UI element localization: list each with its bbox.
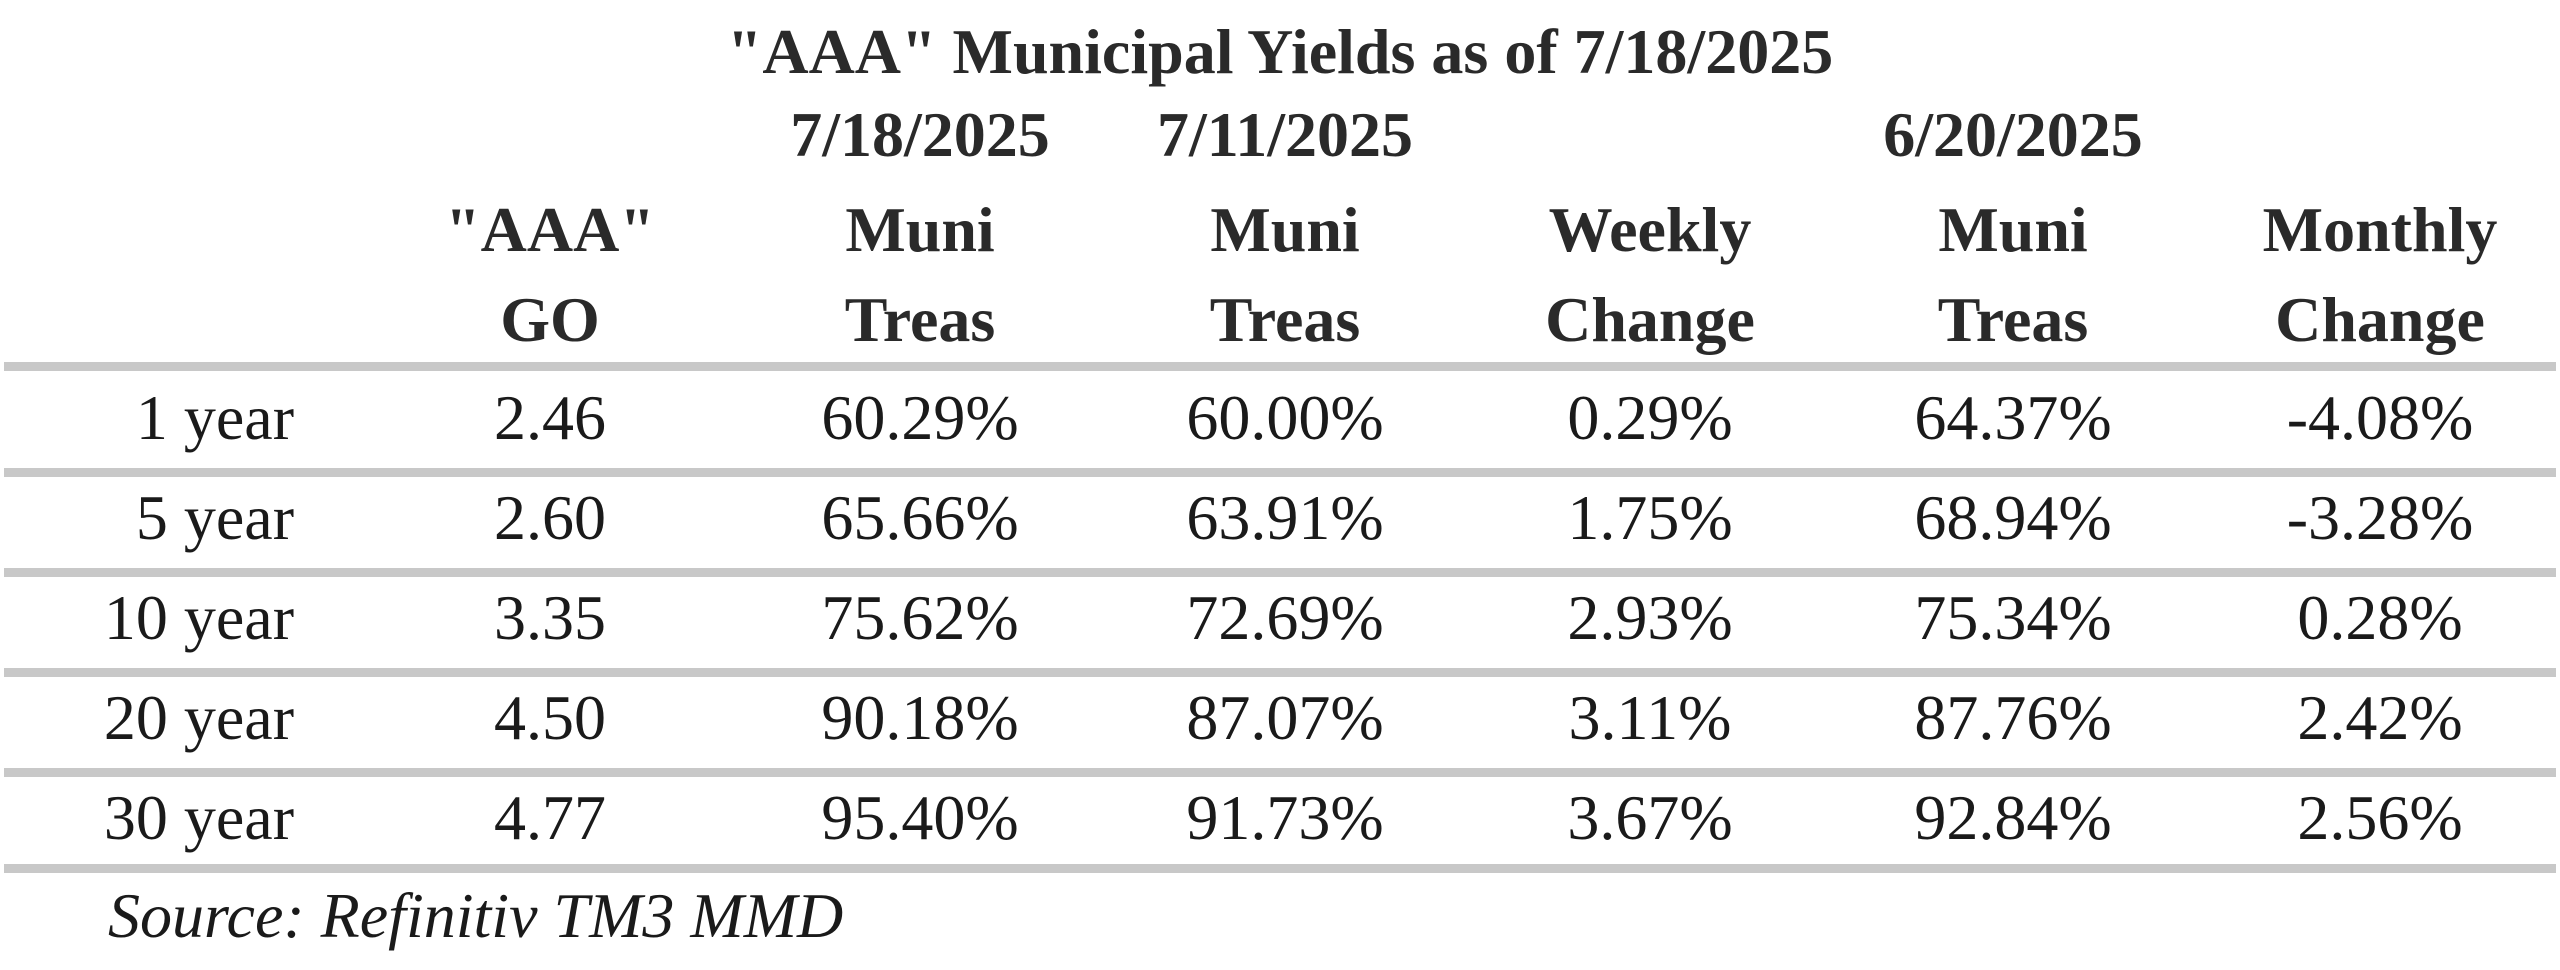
- cell-5-year-muni-month: 68.94%: [1914, 482, 2112, 553]
- cell-1-year-go: 2.46: [494, 382, 606, 453]
- row-rule-3: [4, 668, 2556, 677]
- column-header-go-line1: "AAA": [445, 194, 655, 265]
- date-header-2: 7/11/2025: [1156, 99, 1414, 170]
- column-header-weekly-line1: Weekly: [1548, 194, 1752, 265]
- cell-20-year-muni-prev: 87.07%: [1186, 682, 1384, 753]
- cell-1-year-muni-prev: 60.00%: [1186, 382, 1384, 453]
- row-label-10-year: 10 year: [103, 582, 294, 653]
- row-label-5-year: 5 year: [135, 482, 294, 553]
- row-rule-4: [4, 768, 2556, 777]
- cell-5-year-go: 2.60: [494, 482, 606, 553]
- cell-10-year-monthly: 0.28%: [2297, 582, 2463, 653]
- column-header-go-line2: GO: [500, 284, 600, 355]
- cell-1-year-weekly: 0.29%: [1567, 382, 1733, 453]
- cell-1-year-muni-month: 64.37%: [1914, 382, 2112, 453]
- cell-10-year-weekly: 2.93%: [1567, 582, 1733, 653]
- column-header-monthly-line1: Monthly: [2262, 194, 2498, 265]
- bottom-rule: [4, 864, 2556, 873]
- column-header-muni-line1: Muni: [845, 194, 995, 265]
- cell-20-year-muni-month: 87.76%: [1914, 682, 2112, 753]
- cell-20-year-go: 4.50: [494, 682, 606, 753]
- cell-20-year-muni: 90.18%: [821, 682, 1019, 753]
- cell-5-year-monthly: -3.28%: [2286, 482, 2474, 553]
- cell-10-year-go: 3.35: [494, 582, 606, 653]
- cell-30-year-muni-prev: 91.73%: [1186, 782, 1384, 853]
- cell-30-year-go: 4.77: [494, 782, 606, 853]
- cell-5-year-muni: 65.66%: [821, 482, 1019, 553]
- column-header-muni-month-line2: Treas: [1937, 284, 2089, 355]
- table-title: "AAA" Municipal Yields as of 7/18/2025: [726, 16, 1834, 87]
- row-rule-2: [4, 568, 2556, 577]
- row-rule-1: [4, 468, 2556, 477]
- cell-5-year-weekly: 1.75%: [1567, 482, 1733, 553]
- cell-20-year-weekly: 3.11%: [1568, 682, 1732, 753]
- column-header-muni-month-line1: Muni: [1938, 194, 2088, 265]
- column-header-muni-prev-line1: Muni: [1210, 194, 1360, 265]
- cell-1-year-monthly: -4.08%: [2286, 382, 2474, 453]
- cell-30-year-monthly: 2.56%: [2297, 782, 2463, 853]
- row-label-30-year: 30 year: [103, 782, 294, 853]
- header-rule: [4, 362, 2556, 371]
- source-note: Source: Refinitiv TM3 MMD: [108, 880, 844, 951]
- column-header-monthly-line2: Change: [2275, 284, 2485, 355]
- column-header-muni-prev-line2: Treas: [1209, 284, 1361, 355]
- cell-30-year-weekly: 3.67%: [1567, 782, 1733, 853]
- date-header-1: 7/18/2025: [790, 99, 1050, 170]
- row-label-20-year: 20 year: [103, 682, 294, 753]
- cell-30-year-muni: 95.40%: [821, 782, 1019, 853]
- date-header-3: 6/20/2025: [1883, 99, 2143, 170]
- cell-10-year-muni: 75.62%: [821, 582, 1019, 653]
- cell-10-year-muni-month: 75.34%: [1914, 582, 2112, 653]
- cell-10-year-muni-prev: 72.69%: [1186, 582, 1384, 653]
- column-header-weekly-line2: Change: [1545, 284, 1755, 355]
- column-header-muni-line2: Treas: [844, 284, 996, 355]
- cell-1-year-muni: 60.29%: [821, 382, 1019, 453]
- row-label-1-year: 1 year: [135, 382, 294, 453]
- cell-5-year-muni-prev: 63.91%: [1186, 482, 1384, 553]
- cell-30-year-muni-month: 92.84%: [1914, 782, 2112, 853]
- cell-20-year-monthly: 2.42%: [2297, 682, 2463, 753]
